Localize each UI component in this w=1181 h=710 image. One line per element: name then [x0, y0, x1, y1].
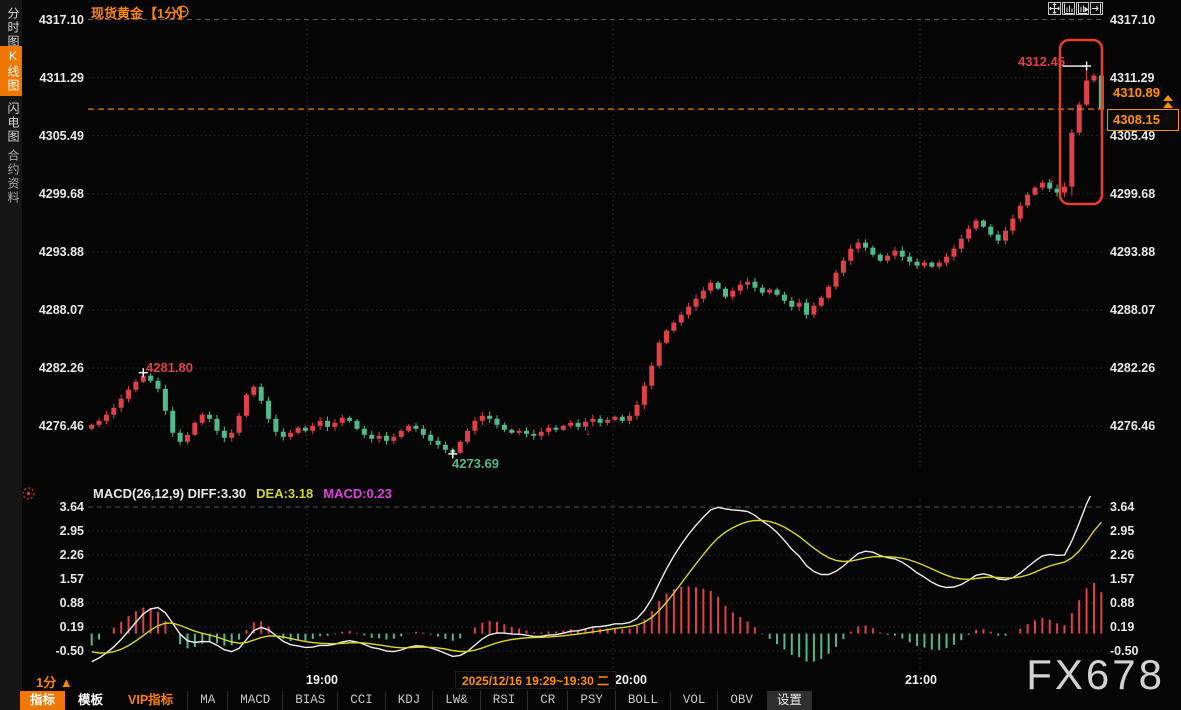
- macd-dea-value: DEA:3.18: [256, 486, 314, 501]
- macd-indicator-header: MACD(26,12,9) DIFF:3.30 DEA:3.18 MACD:0.23: [93, 486, 392, 501]
- zoom-out-icon[interactable]: [176, 5, 189, 18]
- price-axis-label: 4311.29: [39, 70, 85, 85]
- macd-axis-label: 0.88: [59, 595, 84, 610]
- toolbar-tab-PSY[interactable]: PSY: [567, 691, 615, 710]
- toolbar-tab-MACD[interactable]: MACD: [227, 691, 282, 710]
- sidebar-item-1[interactable]: 分时图: [6, 7, 20, 49]
- toolbar-tab-VOL[interactable]: VOL: [669, 691, 718, 710]
- candle-time-tooltip: 2025/12/16 19:29~19:30 二: [455, 671, 617, 689]
- macd-axis-label: 0.88: [1110, 595, 1135, 610]
- grid-layer: [88, 19, 1105, 668]
- price-axis-label: 4299.68: [1110, 186, 1156, 201]
- interval-tag: 【1分】: [144, 6, 191, 21]
- price-axis-label: 4305.49: [1110, 128, 1156, 143]
- page-title: 现货黄金【1分】: [91, 3, 190, 22]
- macd-axis-label: 1.57: [1110, 571, 1135, 586]
- macd-axis-label: 0.19: [59, 619, 84, 634]
- price-axis-label: 4276.46: [38, 419, 84, 434]
- toolbar-tab-MA[interactable]: MA: [187, 691, 227, 710]
- toolbar-tab-VIP指标[interactable]: VIP指标: [128, 693, 174, 707]
- sidebar-item-2[interactable]: K线图: [0, 46, 22, 96]
- sidebar-item-4[interactable]: 合约资料: [6, 149, 20, 205]
- indicator-toolbar: 指标 模板 VIP指标 MA MACD BIAS CCI KDJ LW& RSI CR PSY BOLL…: [20, 691, 812, 710]
- indicator-live-icon: [21, 486, 36, 501]
- time-axis-label: 21:00: [905, 673, 937, 687]
- toolbar-tab-LW&[interactable]: LW&: [432, 691, 480, 710]
- macd-params-diff: MACD(26,12,9) DIFF:3.30: [93, 486, 247, 501]
- axis-chart-play-icon[interactable]: [1076, 2, 1089, 15]
- price-axis-label: 4299.68: [38, 186, 84, 201]
- watermark-fx678: FX678: [1026, 651, 1165, 698]
- toolbar-tab-模板[interactable]: 模板: [78, 693, 104, 707]
- signal-arrow-icon: ↓: [1049, 173, 1055, 185]
- macd-axis-label: 1.57: [59, 571, 84, 586]
- recent-high-label: 4312.45: [1018, 54, 1065, 69]
- signal-arrow-icon: ↓: [585, 426, 591, 438]
- spike-highlight-box: [1058, 38, 1104, 206]
- price-axis-label: 4311.29: [1110, 70, 1155, 85]
- interval-selector[interactable]: 1分 ▲: [36, 675, 73, 690]
- price-axis-label: 4317.10: [1110, 12, 1156, 27]
- macd-hist-value: MACD:0.23: [323, 486, 392, 501]
- price-axis-label: 4293.88: [1110, 244, 1156, 259]
- toolbar-tab-CCI[interactable]: CCI: [337, 691, 385, 710]
- macd-axis-label: -0.50: [55, 643, 85, 658]
- toolbar-tab-CR[interactable]: CR: [527, 691, 567, 710]
- extreme-markers: ↓↓: [138, 61, 1092, 459]
- macd-axis-label: 2.95: [1110, 523, 1135, 538]
- price-axis-label: 4282.26: [1110, 361, 1156, 376]
- swing-high-label: 4281.80: [146, 360, 193, 375]
- price-axis-label: 4276.46: [1110, 419, 1156, 434]
- price-axis-label: 4305.49: [38, 128, 84, 143]
- pan-move-icon[interactable]: [1048, 2, 1061, 15]
- toolbar-tab-BIAS[interactable]: BIAS: [282, 691, 337, 710]
- time-axis-label: 20:00: [615, 673, 647, 687]
- price-axis-label: 4293.88: [38, 244, 84, 259]
- macd-axis-label: 2.26: [59, 547, 84, 562]
- price-axis-label: 4288.07: [1110, 303, 1156, 317]
- price-axis-label: 4317.10: [38, 12, 84, 27]
- sidebar-item-3[interactable]: 闪电图: [6, 102, 20, 144]
- instrument-name: 现货黄金: [91, 6, 144, 21]
- chart-type-sidebar: 分时图 K线图闪电图合约资料: [0, 0, 22, 710]
- macd-axis-label: 2.26: [1110, 547, 1135, 562]
- chart-toolbar-icons: [1048, 2, 1103, 15]
- toolbar-tab-BOLL[interactable]: BOLL: [614, 691, 670, 710]
- macd-axis-label: -0.50: [1110, 643, 1139, 658]
- axis-chart-left-icon[interactable]: [1062, 2, 1075, 15]
- price-axis-label: 4282.26: [38, 361, 84, 376]
- current-price-box: 4308.15: [1107, 109, 1179, 131]
- price-up-arrows-icon: [1163, 95, 1173, 109]
- last-price-label: 4310.89: [1111, 85, 1162, 100]
- macd-axis-label: 2.95: [59, 523, 84, 538]
- macd-axis-label: 0.19: [1110, 619, 1135, 634]
- macd-axis-label: 3.64: [59, 500, 84, 514]
- price-axis-label: 4288.07: [38, 303, 84, 317]
- candles-layer: [89, 66, 1104, 455]
- shift-right-icon[interactable]: [1090, 2, 1103, 15]
- toolbar-tab-RSI[interactable]: RSI: [479, 691, 528, 710]
- toolbar-tab-设置[interactable]: 设置: [766, 691, 812, 710]
- toolbar-tab-KDJ[interactable]: KDJ: [384, 691, 433, 710]
- toolbar-tab-指标[interactable]: 指标: [20, 691, 66, 710]
- macd-layer: [90, 496, 1103, 663]
- time-axis-label: 19:00: [306, 673, 338, 687]
- macd-axis-label: 3.64: [1110, 500, 1135, 514]
- toolbar-tab-OBV[interactable]: OBV: [717, 691, 765, 710]
- swing-low-label: 4273.69: [452, 456, 499, 471]
